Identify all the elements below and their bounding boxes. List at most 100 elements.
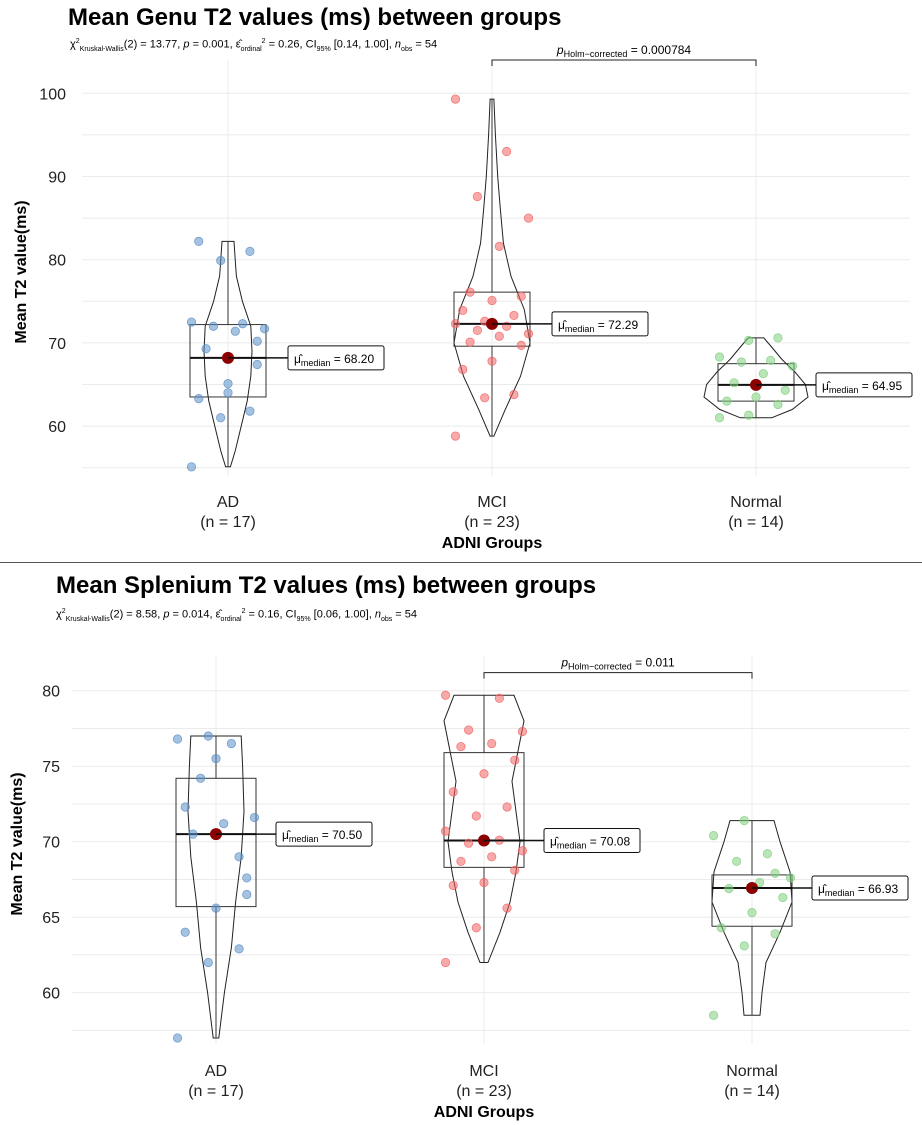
data-point <box>440 826 451 836</box>
data-point <box>762 849 772 859</box>
splenium-chart-panel: Mean Splenium T2 values (ms) between gro… <box>0 566 922 1125</box>
data-point <box>180 802 190 812</box>
data-point <box>523 329 534 339</box>
data-point <box>778 892 788 903</box>
data-point <box>172 1033 183 1043</box>
y-tick-label: 70 <box>48 336 66 353</box>
x-n-label: (n = 23) <box>464 514 520 531</box>
box-mci <box>453 291 531 347</box>
median-label: μ̂median = 64.95 <box>822 379 902 395</box>
data-point <box>242 889 252 900</box>
violin-normal <box>711 820 793 1016</box>
chi-symbol: χ <box>70 38 76 51</box>
data-point <box>714 352 725 362</box>
data-point <box>238 319 248 329</box>
y-tick-label: 75 <box>42 759 60 776</box>
data-point <box>472 191 482 202</box>
data-point <box>494 693 504 703</box>
data-point <box>203 957 213 968</box>
data-point <box>509 310 519 321</box>
data-point <box>456 856 466 866</box>
data-point <box>465 287 475 297</box>
chart-subtitle: χ2Kruskal-Wallis(2) = 13.77, p = 0.001, … <box>70 38 438 53</box>
data-point <box>211 903 221 913</box>
data-point <box>758 369 768 379</box>
data-point <box>523 213 534 223</box>
median-label-box <box>287 345 385 371</box>
data-point <box>203 731 213 741</box>
y-axis-label: Mean T2 value(ms) <box>13 200 30 343</box>
epsilon-symbol: ε̂ <box>215 608 221 621</box>
data-point <box>172 734 183 744</box>
panel-divider <box>0 562 922 563</box>
y-tick-label: 60 <box>42 986 60 1003</box>
data-point <box>186 317 197 327</box>
data-point <box>465 337 475 347</box>
epsilon-symbol: ε̂ <box>235 38 241 51</box>
data-point <box>744 410 754 420</box>
data-point <box>766 355 776 365</box>
data-point <box>487 852 497 862</box>
data-point <box>502 146 512 157</box>
data-point <box>494 331 504 341</box>
data-point <box>226 738 236 749</box>
data-point <box>450 94 461 104</box>
genu-chart-panel: Mean Genu T2 values (ms) between groups … <box>0 0 922 560</box>
x-category-label: AD <box>217 494 239 511</box>
data-point <box>448 787 458 797</box>
data-point <box>230 326 240 336</box>
data-point <box>196 773 206 783</box>
data-point <box>450 431 461 441</box>
x-category-label: MCI <box>477 494 506 511</box>
data-point <box>487 738 497 749</box>
data-point <box>739 815 749 826</box>
data-point <box>223 379 233 389</box>
genu-chart-plot: 60 70 80 90 100 Mean T2 value(ms) μ̂median = 6… <box>13 43 913 552</box>
data-point <box>219 818 229 829</box>
data-point <box>722 396 732 406</box>
data-point <box>194 394 204 404</box>
data-point <box>259 324 270 334</box>
data-point <box>732 856 742 866</box>
data-point <box>510 865 520 875</box>
data-point <box>211 754 221 764</box>
splenium-chart-plot: 60 65 70 75 80 Mean T2 value(ms) μ̂median = 70… <box>9 656 910 1121</box>
chart-title: Mean Genu T2 values (ms) between groups <box>68 4 562 31</box>
violin-ad <box>187 735 245 1039</box>
data-point <box>494 241 504 251</box>
data-point <box>216 255 226 266</box>
data-point <box>708 1010 719 1020</box>
data-point <box>234 944 244 954</box>
data-point <box>201 344 211 354</box>
violin-ad <box>203 240 253 468</box>
median-label: μ̂median = 66.93 <box>818 882 898 898</box>
data-point <box>249 812 260 823</box>
data-point <box>245 246 255 256</box>
comparison-label: pHolm−corrected = 0.000784 <box>556 43 692 59</box>
data-point <box>747 908 757 918</box>
median-label-box <box>815 372 913 398</box>
data-point <box>716 923 726 933</box>
x-category-label: Normal <box>730 494 782 511</box>
x-category-label: AD <box>205 1063 227 1080</box>
data-point <box>773 333 783 343</box>
data-point <box>516 340 526 350</box>
data-point <box>729 378 739 388</box>
comparison-label: pHolm−corrected = 0.011 <box>560 656 675 672</box>
data-point <box>770 868 780 879</box>
data-point <box>208 321 218 331</box>
data-point <box>480 393 490 403</box>
data-point <box>509 389 519 400</box>
y-tick-label: 80 <box>48 253 66 270</box>
data-point <box>487 295 497 306</box>
violin-mci <box>453 98 531 437</box>
median-label-box <box>551 311 649 337</box>
y-axis-label: Mean T2 value(ms) <box>9 772 26 915</box>
data-point <box>787 361 798 371</box>
data-point <box>479 877 489 888</box>
x-n-label: (n = 14) <box>724 1083 780 1100</box>
data-point <box>708 831 719 841</box>
data-point <box>773 399 783 410</box>
data-point <box>245 406 255 416</box>
x-category-label: MCI <box>469 1063 498 1080</box>
